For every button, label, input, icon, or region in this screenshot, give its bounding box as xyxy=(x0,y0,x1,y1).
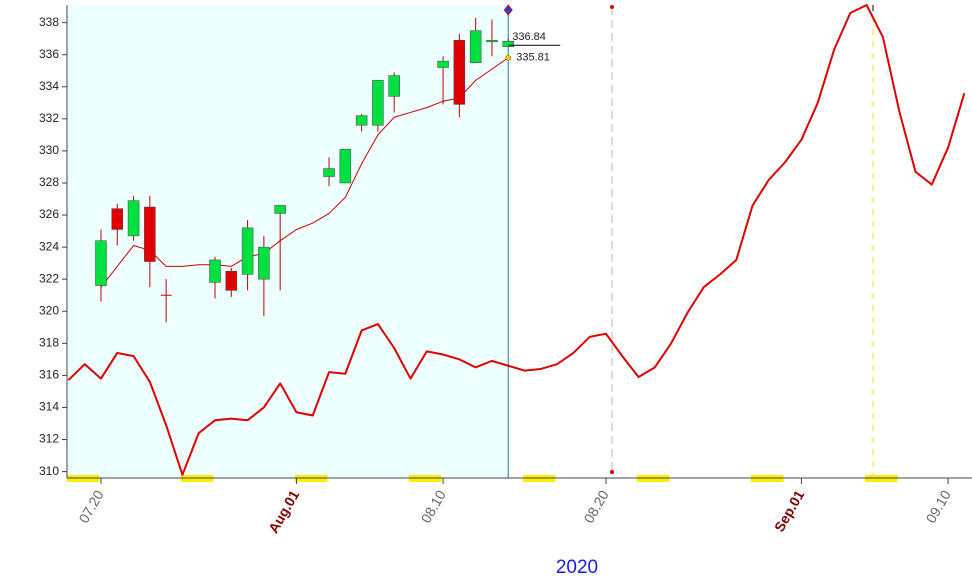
candle-body xyxy=(502,40,514,47)
history-background xyxy=(67,5,508,478)
candle-body xyxy=(160,294,172,296)
candle-body xyxy=(241,227,254,275)
y-tick-label: 328 xyxy=(39,175,59,189)
value-label: 335.81 xyxy=(516,52,550,64)
x-tick-label: 08.20 xyxy=(580,487,611,526)
y-tick-label: 336 xyxy=(39,47,59,61)
candle-body xyxy=(437,60,449,68)
x-tick-label: 08.10 xyxy=(417,487,448,526)
y-tick-label: 324 xyxy=(39,239,59,253)
y-tick-label: 338 xyxy=(39,15,59,29)
candle-body xyxy=(372,80,384,126)
marker-dot xyxy=(610,5,614,9)
x-tick-label: 07.20 xyxy=(75,487,106,526)
y-tick-label: 320 xyxy=(39,303,59,317)
candle-body xyxy=(111,208,124,230)
candle-body xyxy=(339,149,352,184)
candle-body xyxy=(144,206,156,262)
candle-body xyxy=(469,30,482,63)
y-tick-label: 326 xyxy=(39,207,59,221)
y-tick-label: 332 xyxy=(39,111,59,125)
candle-body xyxy=(274,205,286,214)
candle-body xyxy=(127,200,140,237)
y-tick-label: 322 xyxy=(39,271,59,285)
x-axis-label: 2020 xyxy=(556,557,598,578)
x-tick-label: 09.10 xyxy=(922,487,953,526)
y-tick-label: 314 xyxy=(39,400,59,414)
series-line xyxy=(67,4,966,476)
value-label: 336.84 xyxy=(512,31,546,43)
x-tick-label: Aug.01 xyxy=(265,487,302,536)
y-tick-label: 330 xyxy=(39,143,59,157)
y-tick-label: 318 xyxy=(39,335,59,349)
candle-body xyxy=(355,115,368,126)
candle-body xyxy=(95,240,107,286)
x-tick-label: Sep.01 xyxy=(771,487,808,534)
series-line xyxy=(100,57,509,288)
candle-body xyxy=(453,40,466,105)
current-marker xyxy=(503,4,513,16)
candle-body xyxy=(388,75,400,97)
candle-body xyxy=(258,246,270,280)
marker-dot xyxy=(610,470,614,474)
layer: 336.84 335.81 xyxy=(67,4,966,476)
y-tick-label: 334 xyxy=(39,79,59,93)
candle-body xyxy=(209,259,221,283)
y-tick-label: 316 xyxy=(39,368,59,382)
candle-body xyxy=(225,270,238,291)
candle-body xyxy=(486,40,498,43)
y-tick-label: 310 xyxy=(39,464,59,478)
ma-end-dot xyxy=(505,54,512,61)
y-tick-label: 312 xyxy=(39,432,59,446)
candle-body xyxy=(323,168,335,177)
